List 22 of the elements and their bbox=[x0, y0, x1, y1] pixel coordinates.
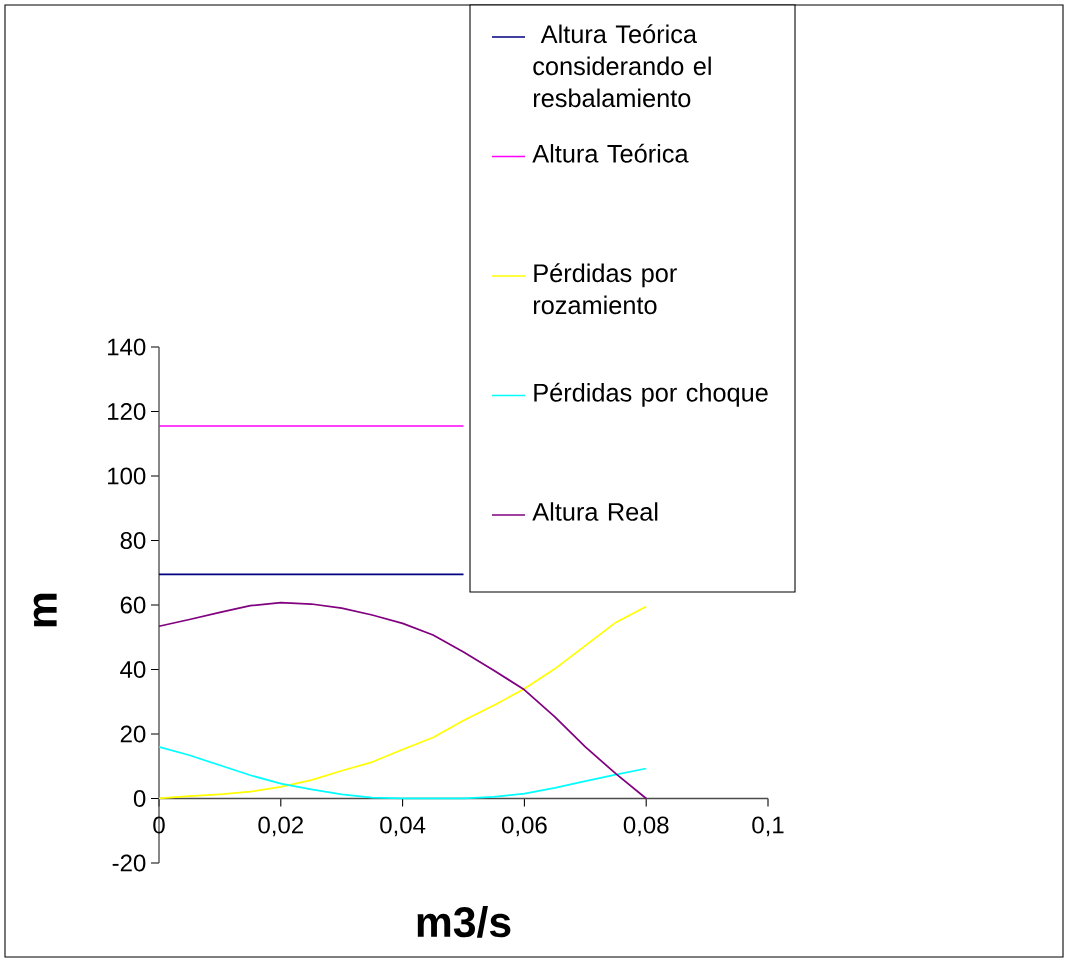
y-tick-label: 40 bbox=[120, 660, 146, 678]
x-tick-label: 0,02 bbox=[258, 816, 303, 837]
x-tick-label: 0,1 bbox=[752, 816, 784, 837]
legend-label: Pérdidas por rozamiento bbox=[533, 263, 677, 315]
x-tick-label: 0,08 bbox=[623, 816, 669, 837]
x-tick-label: 0,06 bbox=[501, 816, 547, 837]
legend-label: Altura Real bbox=[532, 502, 658, 521]
y-tick-label: 0 bbox=[133, 789, 146, 807]
x-tick-label: 0 bbox=[153, 816, 165, 834]
x-axis-title: m3/s bbox=[417, 905, 511, 938]
y-tick-label: 100 bbox=[108, 467, 146, 485]
legend-label: Altura Teórica bbox=[532, 143, 689, 163]
y-tick-label: 60 bbox=[120, 596, 146, 614]
x-tick-label: 0,04 bbox=[380, 816, 426, 837]
y-tick-label: 140 bbox=[108, 338, 146, 356]
y-tick-label: 120 bbox=[108, 402, 146, 420]
y-axis-title: m bbox=[33, 593, 57, 627]
y-tick-label: 20 bbox=[120, 725, 146, 743]
legend-label: Altura Teórica considerando el resbalamiento bbox=[533, 24, 711, 108]
y-tick-label: -20 bbox=[112, 854, 146, 872]
legend-label: Pérdidas por choque bbox=[534, 382, 768, 407]
y-tick-label: 80 bbox=[120, 531, 146, 549]
